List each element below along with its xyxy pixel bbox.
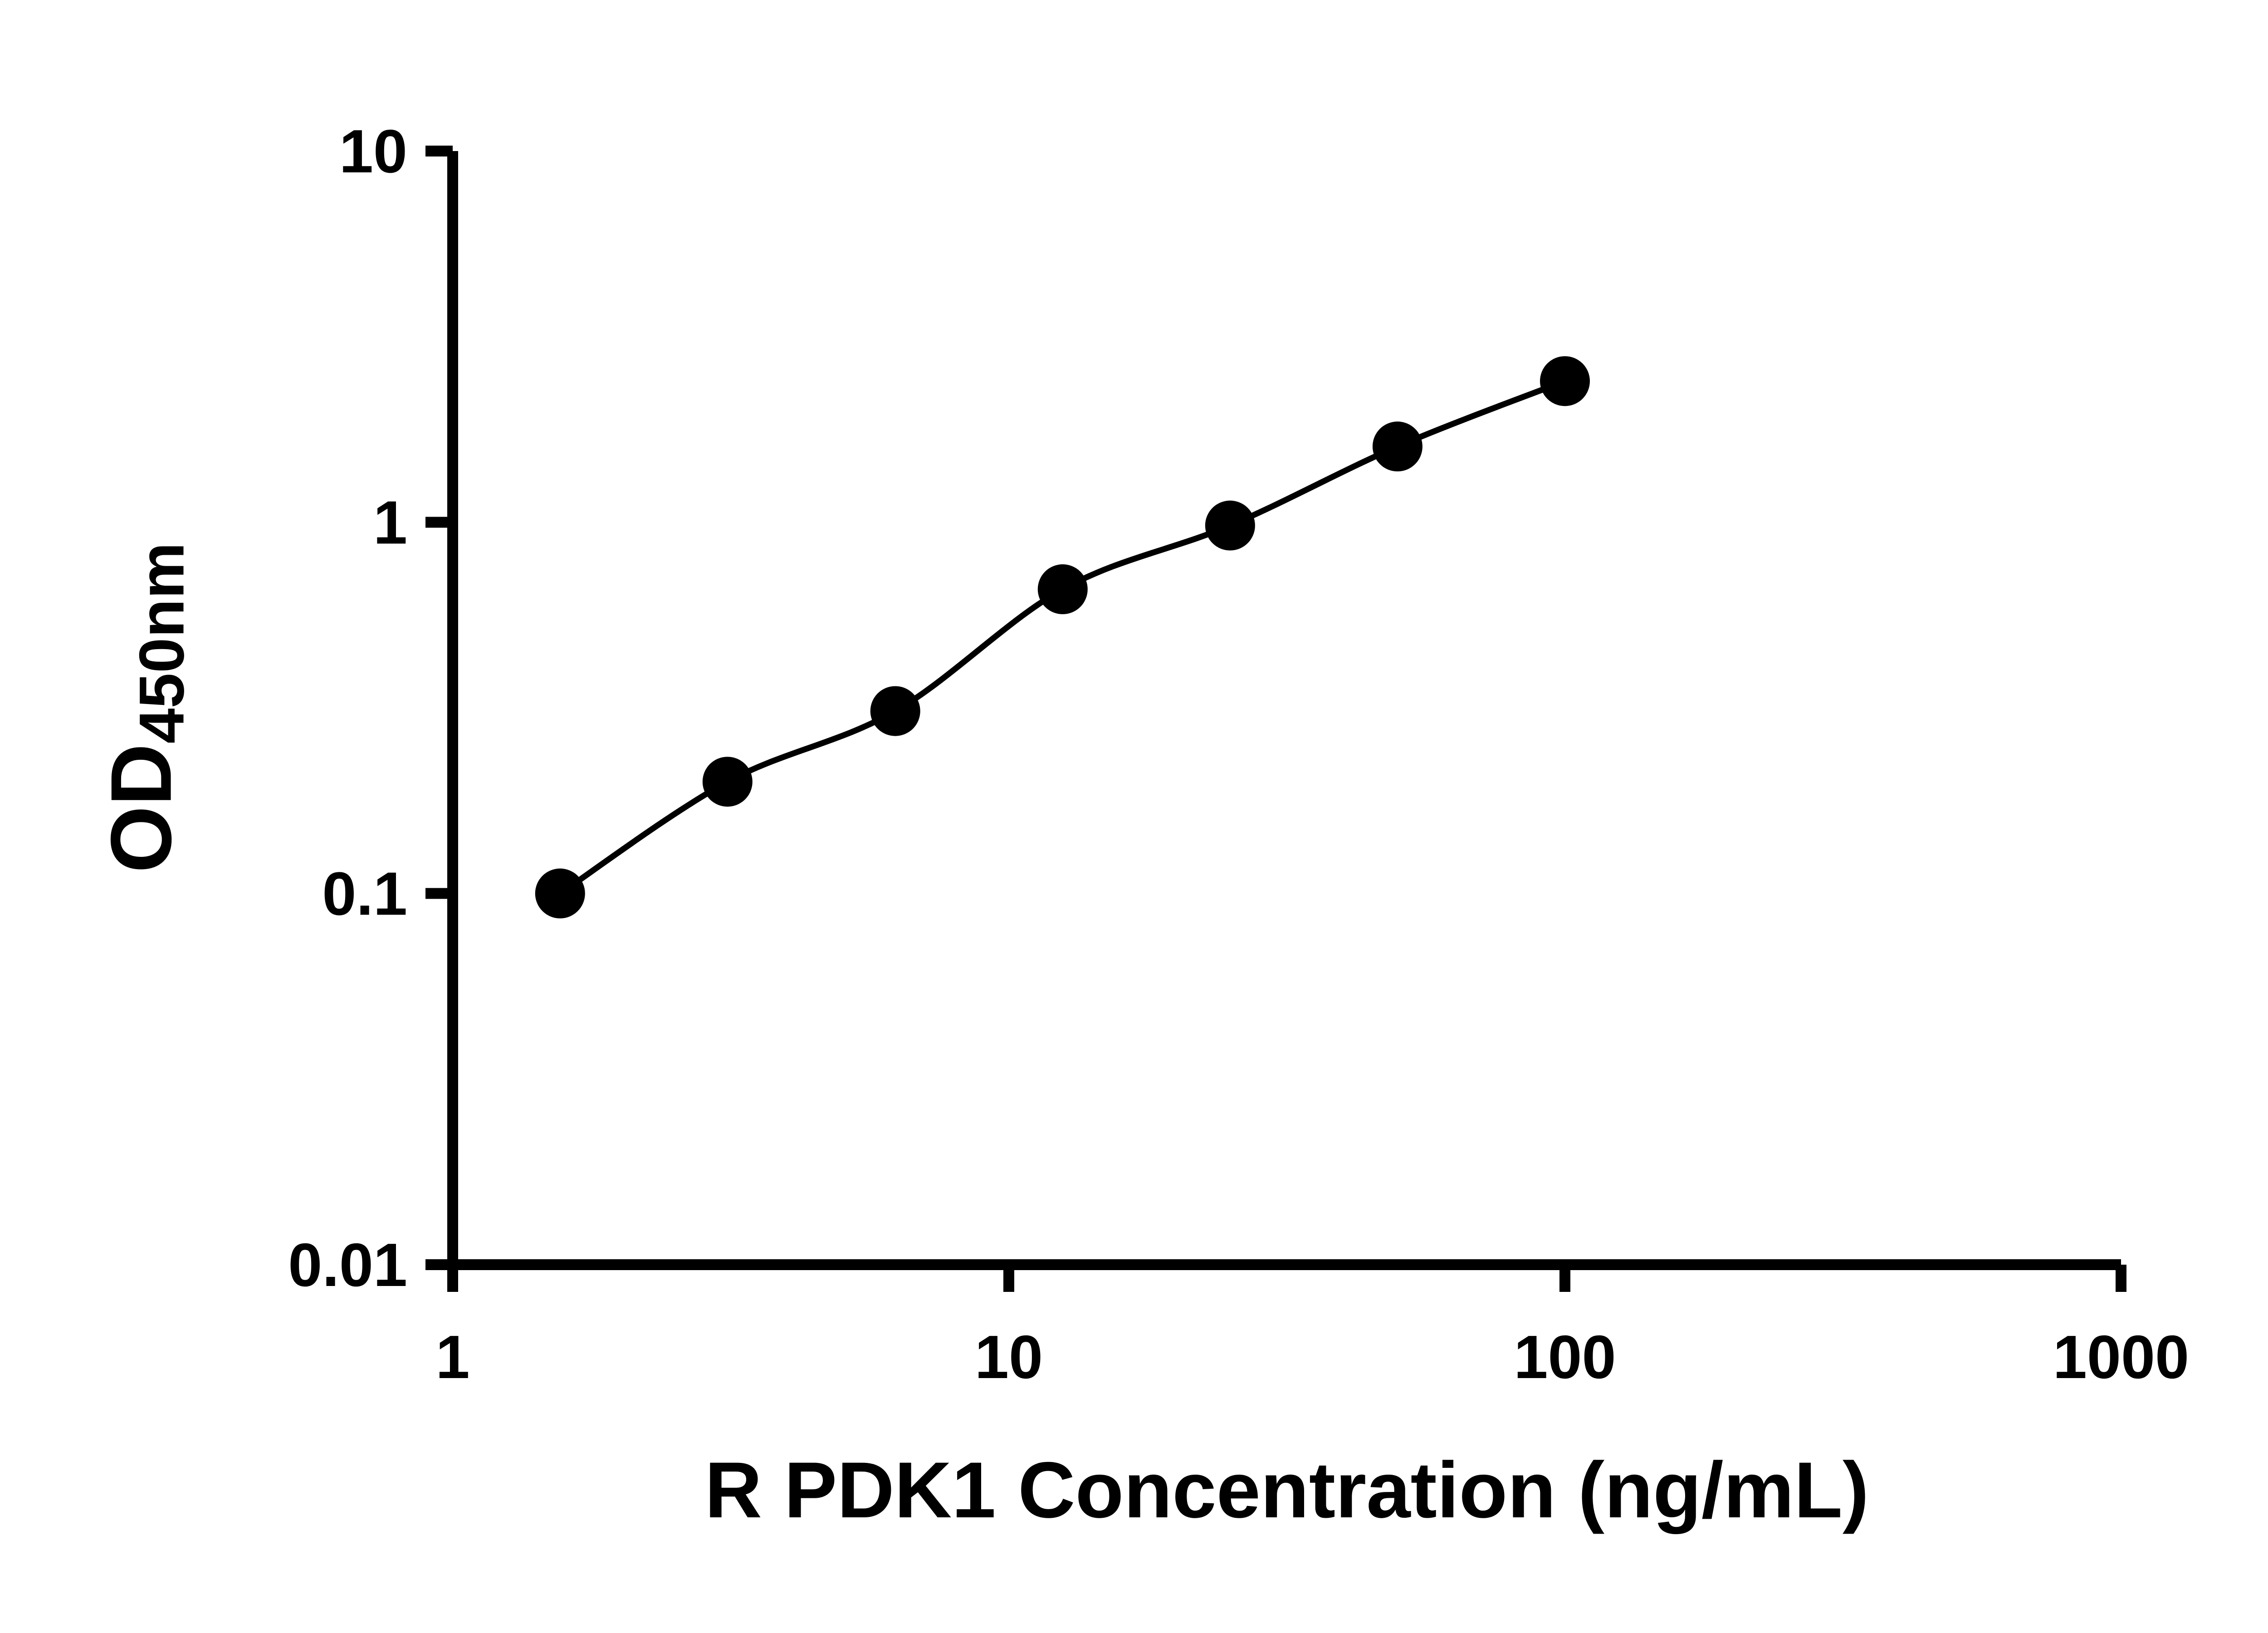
y-tick-label: 1: [373, 488, 407, 557]
axes-frame: [447, 151, 2121, 1270]
data-point: [870, 686, 920, 736]
y-tick-label: 0.1: [322, 860, 407, 928]
data-point: [702, 757, 753, 807]
x-tick-label: 10: [975, 1323, 1043, 1391]
x-tick-label: 100: [1514, 1323, 1616, 1391]
x-tick-label: 1000: [2053, 1323, 2189, 1391]
y-axis-title-main: OD: [93, 743, 190, 873]
x-axis-title: R PDK1 Concentration (ng/mL): [704, 1446, 1869, 1535]
y-tick-label: 0.01: [288, 1231, 407, 1299]
data-point: [1037, 564, 1088, 615]
data-point: [1205, 500, 1255, 551]
y-axis-title: OD450nm: [92, 543, 199, 873]
data-point: [535, 868, 585, 919]
data-point: [1540, 356, 1590, 406]
data-point: [1372, 421, 1422, 472]
x-tick-label: 1: [435, 1323, 469, 1391]
y-axis-title-subscript: 450nm: [126, 542, 197, 744]
y-tick-label: 10: [339, 117, 407, 186]
